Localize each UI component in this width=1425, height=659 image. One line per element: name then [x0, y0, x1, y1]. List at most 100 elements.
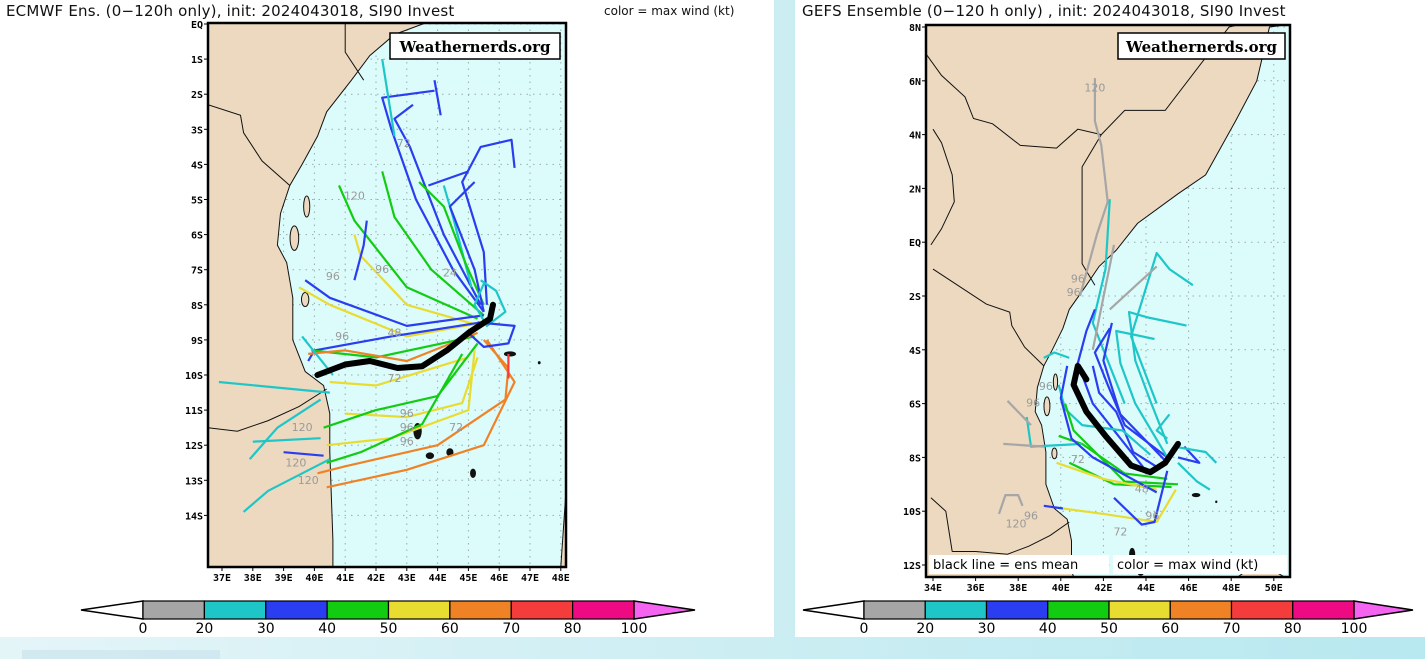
lat-tick-label: EQ: [191, 20, 203, 31]
island: [289, 225, 300, 251]
ensemble-track-green: [1064, 403, 1179, 486]
lon-tick-label: 48E: [1222, 583, 1240, 594]
lon-tick-label: 46E: [1180, 583, 1198, 594]
forecast-hour-label: 72: [397, 137, 411, 150]
island: [1043, 396, 1051, 417]
country-border: [930, 128, 955, 246]
lat-tick-label: 12S: [903, 561, 921, 572]
colorbar-under-arrow: [80, 600, 144, 620]
lat-tick-label: 10S: [903, 507, 921, 518]
ensemble-track-cyan: [1115, 329, 1169, 458]
forecast-hour-label: 120: [292, 421, 313, 434]
lon-tick-label: 50E: [1265, 583, 1283, 594]
colorbar-segment-red: [1230, 600, 1294, 620]
lat-tick-label: 4S: [909, 346, 921, 357]
map-frame: [206, 21, 568, 569]
colorbar-segment-red: [510, 600, 574, 620]
forecast-hour-label: 24: [443, 267, 457, 280]
country-border: [952, 521, 1070, 555]
island: [537, 361, 541, 365]
watermark-box: [389, 32, 561, 60]
madagascar-land: [560, 441, 566, 567]
color-legend-note: color = max wind (kt): [604, 4, 735, 18]
ensemble-track-blue: [1102, 322, 1169, 464]
ensemble-track-cyan: [1043, 351, 1070, 359]
ensemble-track-blue: [1093, 327, 1168, 459]
island: [1191, 492, 1201, 498]
colorbar-label: 30: [257, 621, 275, 637]
ensemble-track-orange: [308, 331, 479, 363]
forecast-hour-label: 96: [400, 435, 414, 448]
lon-tick-label: 44E: [1137, 583, 1155, 594]
ensemble-track-cyan: [1155, 413, 1171, 440]
colorbar-label: 50: [1100, 621, 1118, 637]
ensemble-track-cyan: [473, 279, 507, 327]
forecast-hour-label: 120: [285, 456, 306, 469]
ensemble-track-gray: [997, 494, 1024, 515]
colorbar-segment-gray: [142, 600, 205, 620]
ensemble-track-green: [1058, 434, 1168, 480]
ensemble-track-gray: [1109, 265, 1158, 311]
ensemble-track-blue: [1177, 445, 1201, 464]
ensemble-track-yellow: [1062, 489, 1177, 524]
colorbar-segment-blue: [985, 600, 1049, 620]
ensemble-track-blue: [307, 321, 481, 362]
watermark-logo: Weathernerds.org: [398, 38, 551, 56]
lon-tick-label: 45E: [459, 573, 477, 584]
forecast-hour-label: 72: [449, 421, 463, 434]
lat-tick-label: 9S: [191, 336, 203, 347]
lon-tick-label: 38E: [1009, 583, 1027, 594]
ensemble-track-green: [418, 181, 485, 306]
watermark-logo: Weathernerds.org: [1125, 38, 1278, 56]
lon-tick-label: 44E: [429, 573, 447, 584]
ensemble-track-cyan: [1057, 384, 1152, 456]
ensemble-track-blue: [428, 170, 469, 187]
lat-tick-label: 13S: [185, 476, 203, 487]
forecast-hour-label: 48: [1135, 482, 1149, 495]
island: [1052, 373, 1059, 391]
country-border: [930, 497, 953, 552]
ensemble-track-green: [323, 342, 479, 429]
lat-tick-label: EQ: [909, 238, 921, 249]
island: [503, 351, 517, 357]
colorbar-label: 100: [1341, 621, 1368, 637]
island: [300, 292, 310, 308]
ensemble-track-cyan: [218, 380, 330, 394]
colorbar-label: 40: [1039, 621, 1057, 637]
lat-tick-label: 2S: [909, 292, 921, 303]
ensemble-track-blue: [1043, 504, 1064, 510]
colorbar-label: 0: [139, 621, 148, 637]
forecast-hour-label: 96: [400, 421, 414, 434]
ensemble-track-green: [381, 171, 485, 317]
ensemble-track-cyan: [381, 58, 396, 137]
colorbar-segment-magenta: [572, 600, 635, 620]
ensemble-track-yellow: [345, 357, 479, 419]
forecast-hour-label: 96: [1067, 286, 1081, 299]
ensemble-track-gray: [1006, 400, 1032, 426]
ensemble-track-cyan: [1091, 199, 1126, 405]
country-border: [1100, 25, 1238, 135]
ecmwf-title: ECMWF Ens. (0−120h only), init: 20240430…: [6, 2, 455, 20]
ensemble-track-cyan: [1127, 311, 1187, 445]
country-border: [932, 268, 1045, 367]
forecast-hour-label: 120: [1084, 82, 1105, 95]
ensemble-track-cyan: [248, 398, 322, 460]
ensemble-track-orange: [317, 339, 510, 475]
ensemble-track-cyan: [1129, 251, 1194, 404]
ensemble-track-gray: [1091, 244, 1116, 351]
lat-tick-label: 8N: [909, 23, 921, 34]
ensemble-track-cyan: [1173, 445, 1218, 464]
colorbar-segment-yellow: [387, 600, 451, 620]
forecast-hour-label: 96: [335, 330, 349, 343]
colorbar-label: 30: [978, 621, 996, 637]
lat-tick-label: 8S: [191, 301, 203, 312]
colorbar-segment-cyan: [203, 600, 267, 620]
lat-tick-label: 11S: [185, 406, 203, 417]
faint-footer-element: [22, 650, 220, 659]
ensemble-track-blue: [448, 181, 485, 313]
legend-mean-text: black line = ens mean: [933, 558, 1078, 573]
lon-tick-label: 40E: [305, 573, 323, 584]
map-frame: [924, 23, 1292, 579]
